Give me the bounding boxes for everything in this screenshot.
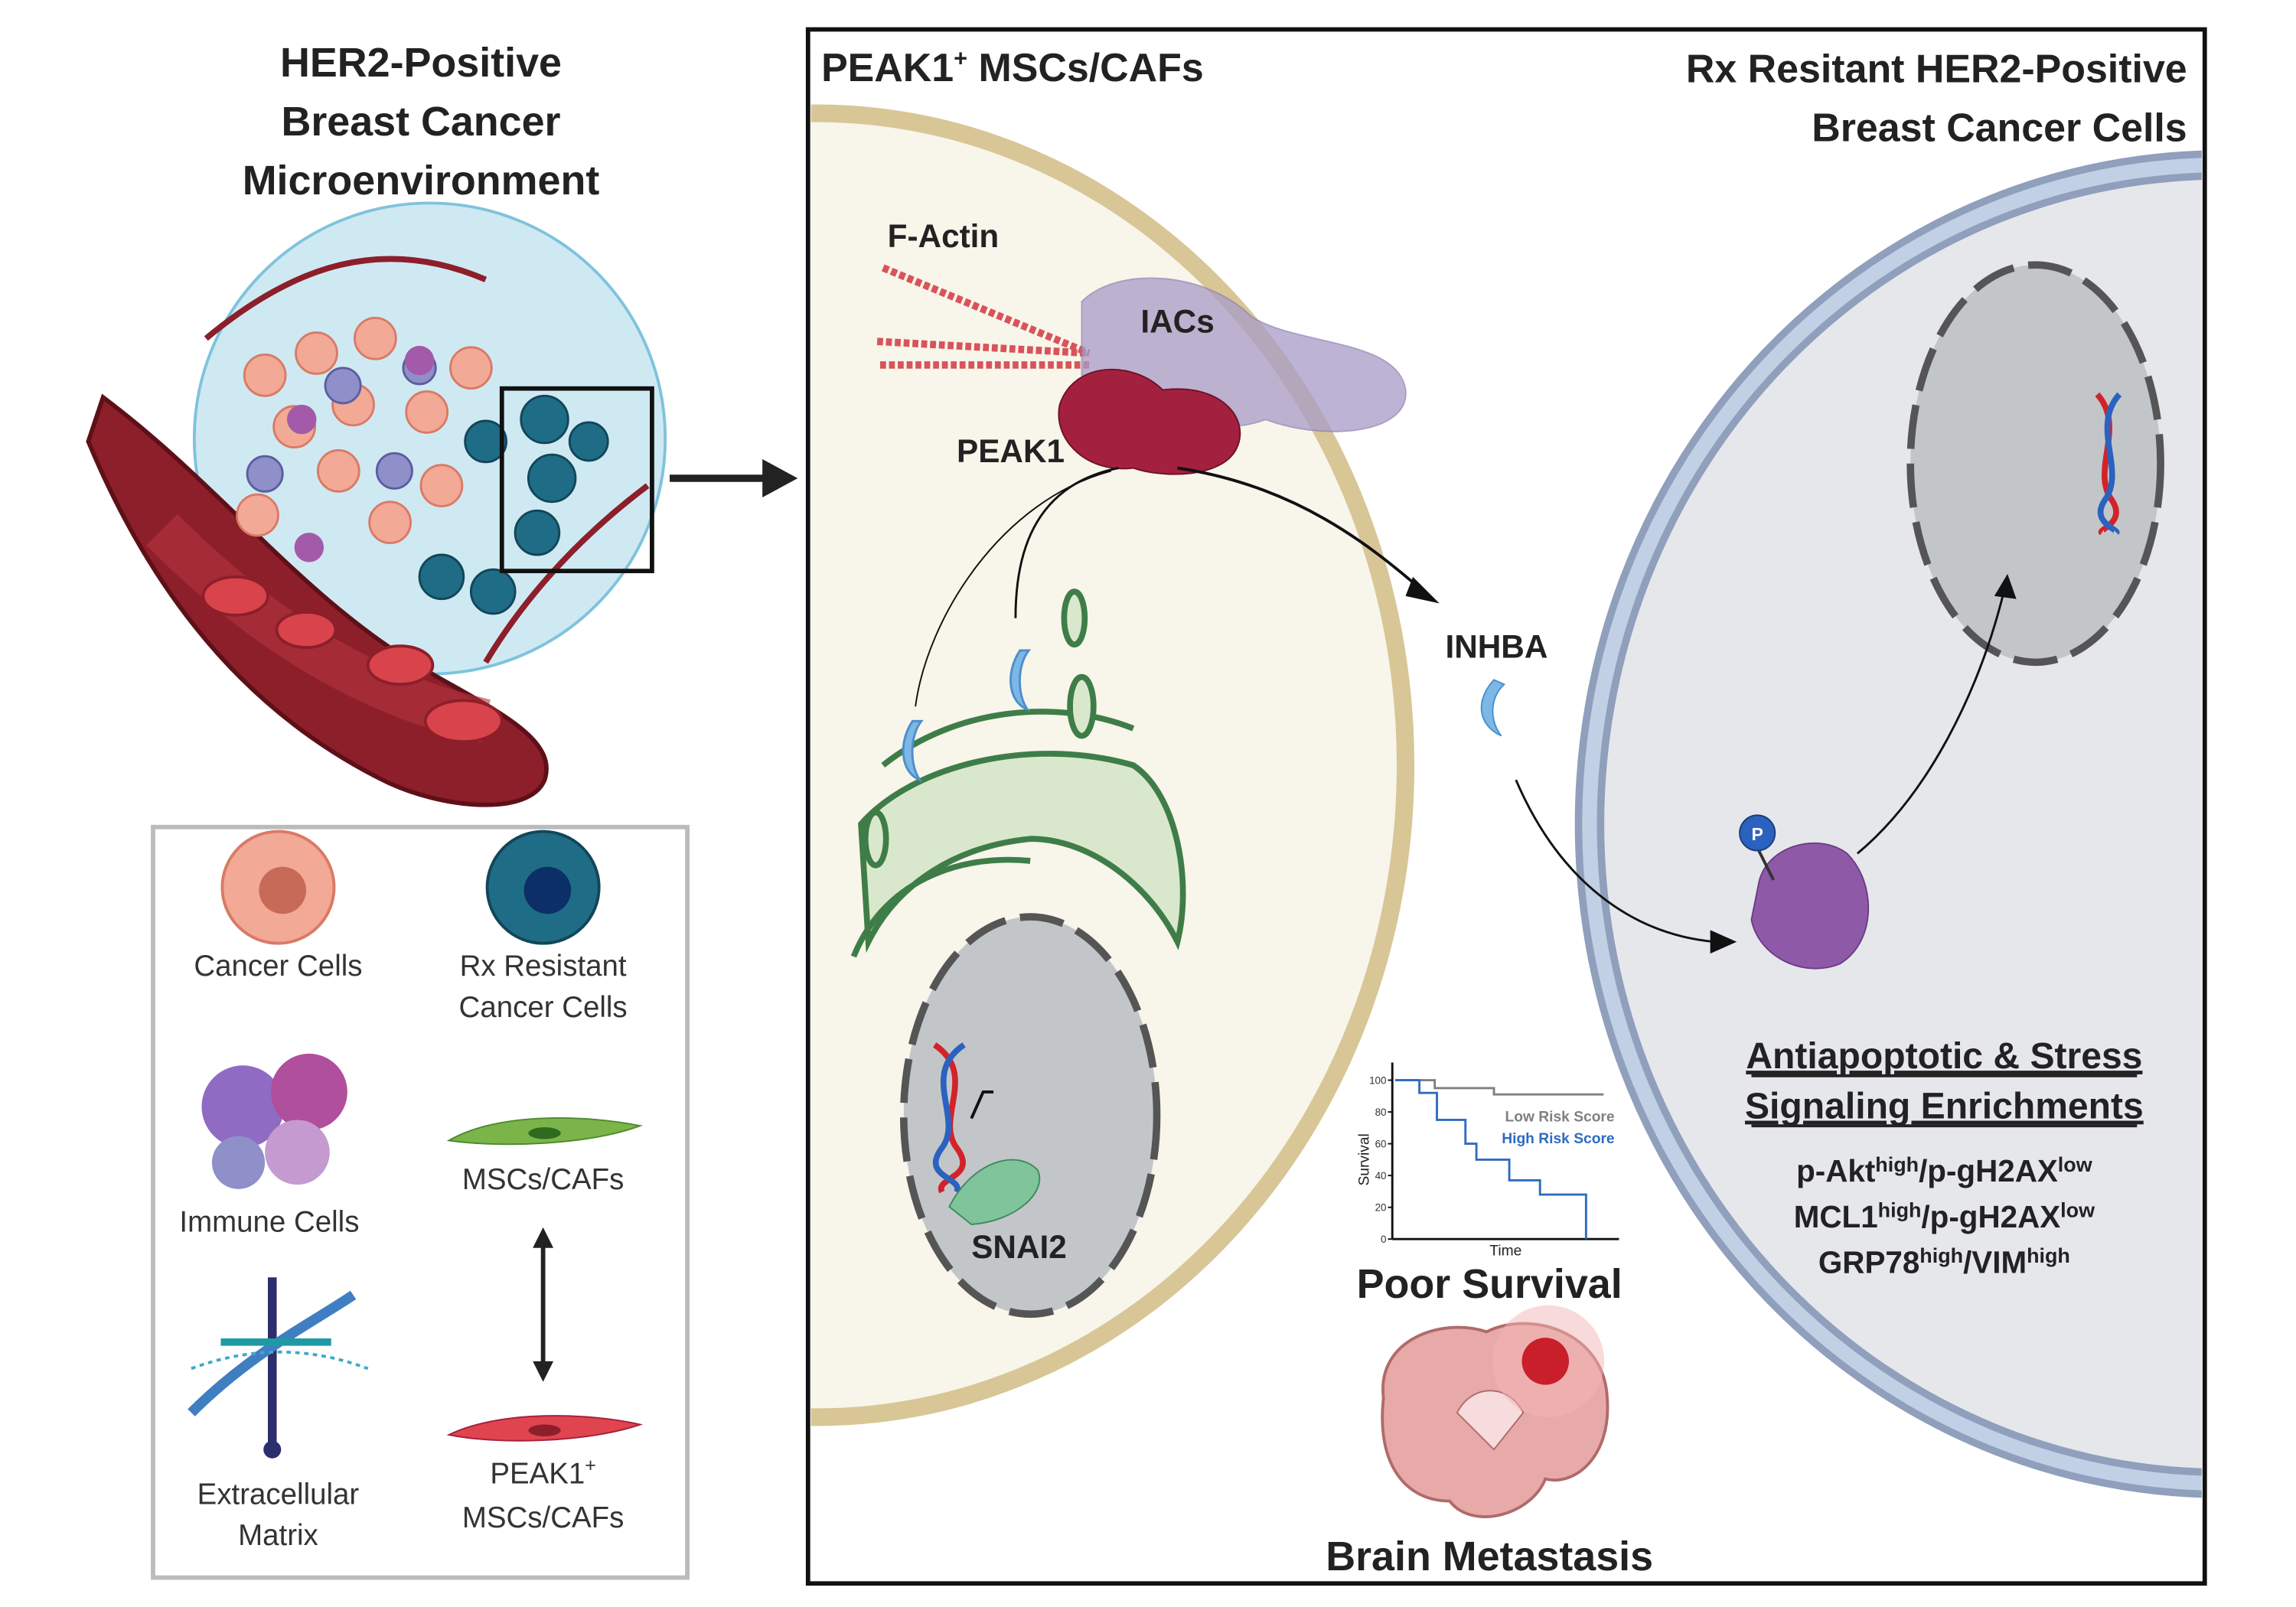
y-tick-label: 0	[1381, 1234, 1386, 1245]
brain-metastasis-label: Brain Metastasis	[1326, 1534, 1653, 1579]
inhba-vesicles	[902, 649, 1032, 783]
metastasis-tumor-icon	[1521, 1338, 1569, 1385]
legend-label: Immune Cells	[179, 1206, 359, 1239]
f-actin-label: F-Actin	[888, 218, 1000, 254]
signal-arrow	[1177, 466, 1422, 590]
y-tick-label: 20	[1375, 1202, 1387, 1214]
zoom-arrow	[670, 459, 798, 497]
dna-icon	[932, 1042, 966, 1194]
legend-label: Cancer Cells	[459, 991, 628, 1024]
left-title-line: Breast Cancer	[281, 99, 560, 145]
transcription-arrow	[970, 1090, 994, 1120]
legend-entry: Low Risk Score	[1505, 1109, 1614, 1125]
y-tick-label: 80	[1375, 1107, 1387, 1118]
y-axis-label: Survival	[1356, 1133, 1372, 1185]
endoplasmic-reticulum	[850, 588, 1186, 958]
peak1-protein-icon	[1058, 368, 1241, 475]
y-tick-label: 40	[1375, 1170, 1387, 1182]
legend-label: Rx Resistant	[460, 950, 627, 983]
snai2-label: SNAI2	[971, 1229, 1067, 1265]
legend-ecm: Extracellular Matrix	[188, 1277, 369, 1552]
marker-list: p-Akthigh/p-gH2AXlow MCL1high/p-gH2AXlow G…	[1794, 1153, 2095, 1280]
y-tick-label: 100	[1369, 1074, 1386, 1086]
left-title: HER2-Positive Breast Cancer Microenviron…	[243, 40, 600, 204]
cancer-cell-header: Rx Resitant HER2-Positive	[1686, 47, 2187, 92]
f-actin-filaments	[876, 264, 1091, 369]
tumor-microenvironment-illustration	[86, 201, 667, 807]
legend-cancer-cells: Cancer Cells	[194, 830, 363, 983]
survival-curve-high-risk	[1395, 1079, 1587, 1240]
legend-entry: High Risk Score	[1502, 1131, 1615, 1147]
enrichment-title-line: Antiapoptotic & Stress	[1746, 1035, 2142, 1077]
brain-icon	[1381, 1305, 1609, 1518]
snai2-protein-icon	[948, 1159, 1041, 1225]
legend-label: MSCs/CAFs	[462, 1501, 625, 1534]
immune-cells-icon	[201, 1053, 347, 1189]
survival-chart: 0 20 40 60 80 100 Time Survival Low Risk Score Hi…	[1356, 1062, 1619, 1259]
dna-icon	[2095, 392, 2122, 536]
inhba-protein-icon	[1480, 679, 1506, 737]
left-title-line: Microenvironment	[243, 158, 600, 204]
y-tick-label: 60	[1375, 1138, 1387, 1149]
legend-label: Cancer Cells	[194, 950, 362, 983]
marker-line: MCL1high/p-gH2AXlow	[1794, 1198, 2095, 1234]
left-title-line: HER2-Positive	[280, 40, 562, 86]
phosphorylated-protein-icon	[1750, 842, 1870, 970]
extracellular-matrix-icon	[188, 1277, 369, 1459]
legend-rx-resistant-cells: Rx Resistant Cancer Cells	[459, 830, 628, 1024]
phospho-icon	[1739, 814, 1776, 852]
mechanism-panel: PEAK1+ MSCs/CAFs Rx Resitant HER2-Positi…	[805, 27, 2207, 1586]
legend-peak1-mscs: PEAK1+ MSCs/CAFs	[446, 1415, 644, 1534]
cancer-cell-header: Breast Cancer Cells	[1812, 106, 2187, 151]
inhba-label: INHBA	[1445, 629, 1548, 665]
enrichment-title-line: Signaling Enrichments	[1745, 1086, 2144, 1127]
legend: Cancer Cells Rx Resistant Cancer Cells I…	[151, 824, 690, 1580]
enrichment-title: Antiapoptotic & Stress Signaling Enrichm…	[1745, 1035, 2144, 1128]
peak1-label: PEAK1	[957, 433, 1065, 469]
inhba-to-receptor-arrow	[1515, 779, 1715, 944]
cancer-nucleus	[1906, 261, 2164, 667]
legend-label: Matrix	[238, 1519, 318, 1552]
transition-arrow	[533, 1227, 554, 1382]
phospho-label: P	[1751, 824, 1763, 844]
marker-line: GRP78high/VIMhigh	[1818, 1244, 2070, 1279]
poor-survival-label: Poor Survival	[1357, 1261, 1623, 1307]
x-axis-label: Time	[1489, 1243, 1521, 1259]
iacs-label: IACs	[1140, 304, 1214, 340]
legend-label: Extracellular	[197, 1478, 360, 1511]
survival-curve-low-risk	[1395, 1079, 1604, 1096]
legend-label: PEAK1+	[490, 1455, 596, 1490]
legend-mscs-cafs: MSCs/CAFs	[446, 1117, 644, 1196]
legend-label: MSCs/CAFs	[462, 1163, 625, 1196]
msc-header: PEAK1+ MSCs/CAFs	[821, 45, 1204, 90]
marker-line: p-Akthigh/p-gH2AXlow	[1796, 1153, 2092, 1188]
nuclear-signal-arrow	[1856, 588, 2006, 855]
zoom-region-box	[499, 386, 654, 574]
legend-immune-cells: Immune Cells	[179, 1053, 359, 1239]
